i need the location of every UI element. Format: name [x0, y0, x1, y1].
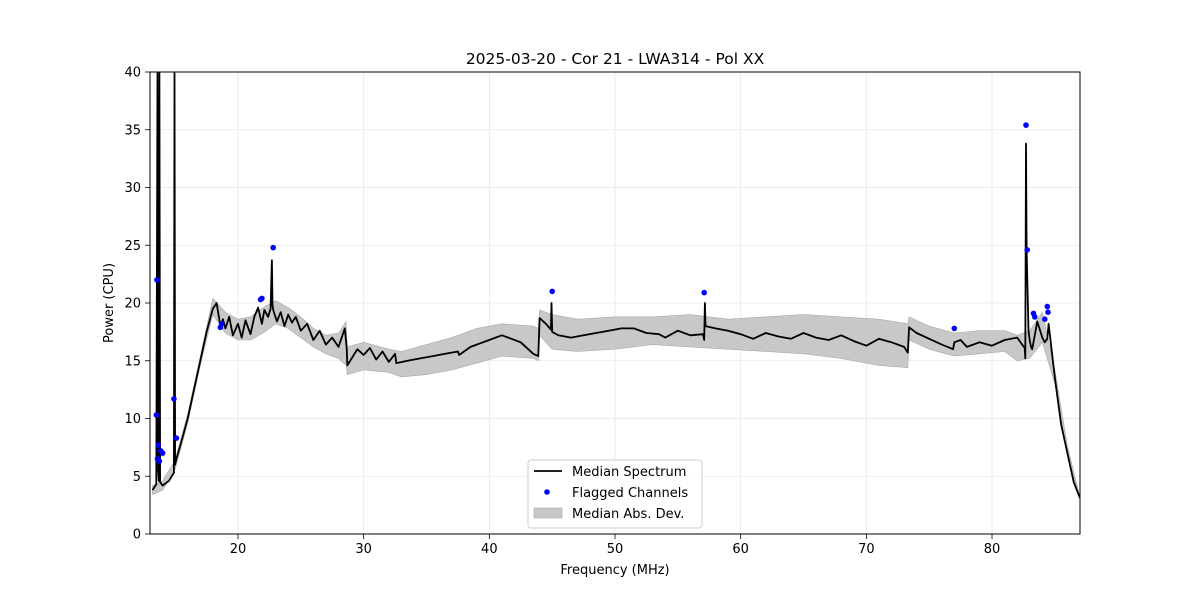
legend-median-label: Median Spectrum: [572, 465, 686, 480]
flagged-channel-point: [156, 458, 163, 465]
flagged-channel-point: [1045, 309, 1051, 316]
x-tick-label: 50: [607, 542, 624, 557]
x-axis-label: Frequency (MHz): [560, 563, 669, 578]
legend-flagged-label: Flagged Channels: [572, 486, 688, 501]
flagged-channel-point: [1044, 303, 1051, 310]
flagged-channel-point: [173, 435, 180, 441]
y-tick-label: 30: [124, 181, 141, 196]
flagged-channel-point: [154, 277, 160, 283]
flagged-channels: [153, 122, 1051, 465]
flagged-channel-point: [701, 289, 707, 296]
chart-title: 2025-03-20 - Cor 21 - LWA314 - Pol XX: [466, 50, 765, 68]
x-tick-label: 20: [230, 542, 247, 557]
legend: Median Spectrum Flagged Channels Median …: [527, 459, 703, 529]
y-tick-label: 25: [124, 239, 141, 254]
median-abs-dev-band: [152, 297, 1080, 500]
x-axis-ticks: 20 30 40 50 60 70 80: [230, 534, 1001, 557]
x-tick-label: 70: [858, 542, 875, 557]
flagged-channel-point: [153, 412, 160, 418]
flagged-channel-point: [1042, 316, 1048, 323]
median-spectrum-line: [151, 72, 1080, 499]
flagged-channel-point: [1024, 247, 1030, 253]
legend-mad-swatch: [533, 507, 563, 519]
y-axis-label: Power (CPU): [102, 263, 117, 343]
x-tick-label: 80: [984, 542, 1001, 557]
flagged-channel-point: [159, 450, 166, 456]
y-tick-label: 0: [133, 528, 141, 543]
flagged-channel-point: [259, 295, 265, 302]
flagged-channel-point: [549, 288, 555, 295]
flagged-channel-point: [270, 244, 277, 251]
x-tick-label: 40: [481, 542, 498, 557]
y-tick-label: 5: [133, 470, 141, 485]
y-axis-ticks: 0 5 10 15 20 25 30 35 40: [124, 66, 150, 543]
y-tick-label: 35: [124, 123, 141, 138]
flagged-channel-point: [155, 442, 161, 448]
x-tick-label: 60: [732, 542, 749, 557]
flagged-channel-point: [1032, 314, 1038, 320]
flagged-channel-point: [171, 396, 177, 402]
flagged-channel-point: [218, 321, 225, 327]
flagged-channel-point: [1023, 122, 1029, 128]
y-tick-label: 40: [124, 66, 141, 81]
x-tick-label: 30: [355, 542, 372, 557]
legend-mad-label: Median Abs. Dev.: [572, 507, 684, 522]
y-tick-label: 10: [124, 412, 141, 427]
flagged-channel-point: [951, 325, 958, 332]
y-tick-label: 15: [124, 354, 141, 369]
legend-flagged-swatch: [544, 489, 550, 495]
legend-frame: [527, 459, 703, 529]
y-tick-label: 20: [124, 297, 141, 312]
